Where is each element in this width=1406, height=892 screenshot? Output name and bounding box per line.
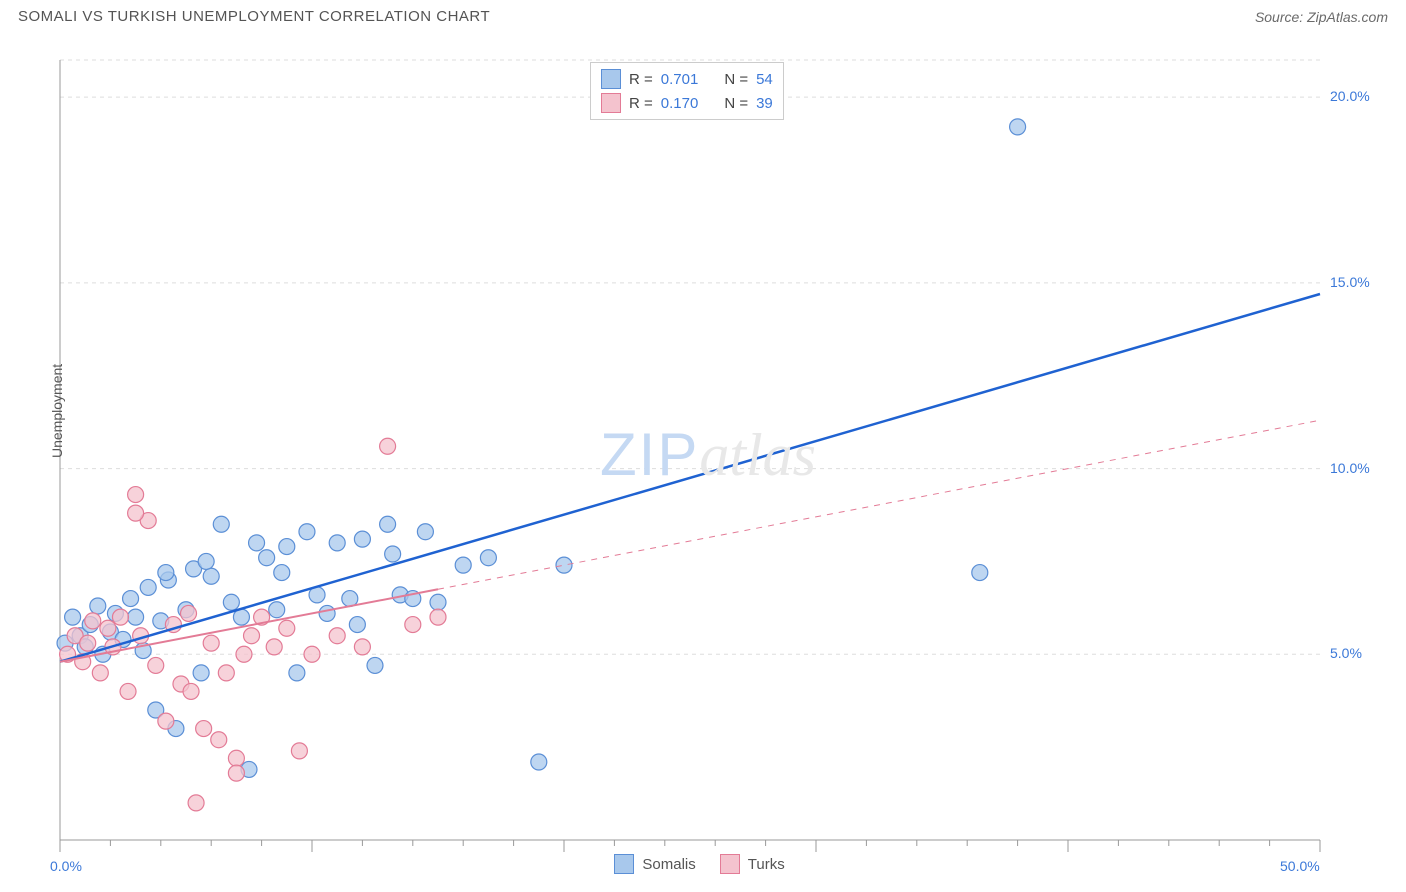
y-tick-label: 15.0%	[1330, 274, 1370, 290]
correlation-legend: R = 0.701 N = 54 R = 0.170 N = 39	[590, 62, 784, 120]
legend-label: Somalis	[642, 856, 695, 873]
x-tick-label: 50.0%	[1280, 858, 1320, 874]
y-axis-label: Unemployment	[49, 364, 65, 458]
legend-item: Turks	[720, 854, 785, 874]
series-legend: Somalis Turks	[614, 854, 784, 874]
legend-swatch-icon	[601, 93, 621, 113]
n-label: N =	[724, 95, 748, 112]
legend-row-turks: R = 0.170 N = 39	[601, 91, 773, 115]
y-tick-label: 5.0%	[1330, 645, 1362, 661]
scatter-plot	[40, 40, 1380, 860]
chart-container: Unemployment R = 0.701 N = 54 R = 0.170 …	[40, 40, 1380, 860]
r-label: R =	[629, 71, 653, 88]
legend-item: Somalis	[614, 854, 695, 874]
r-label: R =	[629, 95, 653, 112]
n-value: 39	[756, 95, 773, 112]
legend-swatch-icon	[614, 854, 634, 874]
chart-header: SOMALI VS TURKISH UNEMPLOYMENT CORRELATI…	[0, 0, 1406, 29]
y-tick-label: 10.0%	[1330, 460, 1370, 476]
legend-label: Turks	[748, 856, 785, 873]
n-value: 54	[756, 71, 773, 88]
legend-swatch-icon	[601, 69, 621, 89]
r-value: 0.170	[661, 95, 699, 112]
chart-title: SOMALI VS TURKISH UNEMPLOYMENT CORRELATI…	[18, 8, 490, 25]
source-attribution: Source: ZipAtlas.com	[1255, 9, 1388, 25]
legend-swatch-icon	[720, 854, 740, 874]
n-label: N =	[724, 71, 748, 88]
y-tick-label: 20.0%	[1330, 88, 1370, 104]
x-tick-label: 0.0%	[50, 858, 82, 874]
r-value: 0.701	[661, 71, 699, 88]
legend-row-somalis: R = 0.701 N = 54	[601, 67, 773, 91]
